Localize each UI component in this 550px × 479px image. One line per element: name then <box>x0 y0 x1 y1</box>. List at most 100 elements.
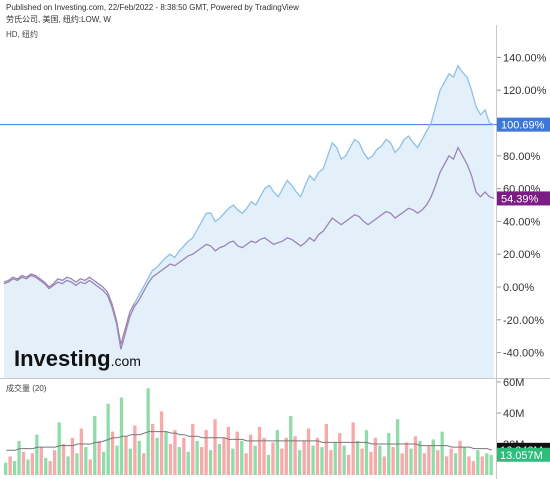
volume-bar <box>351 422 355 475</box>
volume-bar <box>253 445 257 475</box>
logo-main-text: Investing.com <box>14 346 141 371</box>
volume-tick-label: 60M <box>503 377 524 389</box>
volume-bar <box>35 434 39 475</box>
volume-bar <box>204 430 208 476</box>
volume-bar <box>182 437 186 475</box>
volume-bars-layer <box>4 388 493 476</box>
hd-last-tag-box <box>497 191 550 206</box>
volume-bar <box>440 431 444 475</box>
volume-bar <box>39 447 43 475</box>
volume-bar <box>57 422 61 475</box>
volume-bar <box>289 416 293 475</box>
volume-ma-layer <box>6 431 492 451</box>
volume-bar <box>471 461 475 476</box>
volume-bar <box>462 447 467 475</box>
volume-bar <box>396 419 400 475</box>
volume-bar <box>449 448 453 475</box>
volume-bar <box>333 442 337 475</box>
last-value-tags: 100.69% 54.39% <box>497 117 550 206</box>
volume-bar <box>458 440 462 475</box>
volume-bar <box>271 442 275 475</box>
volume-bar <box>159 411 164 475</box>
volume-bar <box>373 437 377 475</box>
volume-bar <box>168 444 173 475</box>
volume-bar <box>347 454 351 476</box>
volume-last-tag-box <box>497 447 550 462</box>
volume-bar <box>4 462 8 475</box>
price-tick-label: 40.00% <box>503 216 541 228</box>
volume-bar <box>200 447 204 475</box>
volume-bar <box>75 453 79 475</box>
volume-bar <box>48 461 52 476</box>
low-area-layer <box>4 65 494 378</box>
volume-bar <box>186 451 190 476</box>
volume-bar <box>249 434 253 475</box>
price-tick-label: 80.00% <box>503 151 541 163</box>
price-tick-label: 0.00% <box>503 282 534 294</box>
price-tick-label: 120.00% <box>503 85 547 97</box>
volume-bar <box>102 451 106 476</box>
volume-last-tags: 16.243M13.057M <box>497 442 550 462</box>
volume-bar <box>378 445 382 475</box>
volume-bar <box>226 426 230 475</box>
volume-bar <box>298 450 302 475</box>
volume-bar <box>360 448 364 475</box>
volume-axis-ticks: 60M40M20M <box>497 377 524 451</box>
volume-bar <box>293 436 297 476</box>
volume-bar <box>489 454 493 476</box>
volume-tick-label: 40M <box>503 408 524 420</box>
published-caption: Published on Investing.com, 22/Feb/2022 … <box>6 3 299 12</box>
volume-bar <box>84 447 88 475</box>
volume-bar <box>240 440 244 475</box>
price-axis-ticks: 140.00%120.00%100.00%80.00%60.00%40.00%2… <box>497 52 547 360</box>
low-last-tag-box <box>497 117 550 132</box>
volume-bar <box>8 456 12 475</box>
volume-bar <box>364 430 369 476</box>
volume-bar <box>44 457 48 475</box>
volume-bar <box>262 437 266 475</box>
volume-bar <box>431 439 435 475</box>
volume-bar <box>369 451 373 476</box>
volume-bar <box>222 437 226 475</box>
low-area-fill <box>4 65 494 378</box>
volume-bar <box>30 453 34 475</box>
volume-bar <box>231 448 235 475</box>
volume-bar <box>445 456 449 475</box>
volume-bar <box>418 440 422 475</box>
volume-bar <box>191 423 195 475</box>
volume-bar <box>422 453 426 475</box>
investing-logo: Investing.com <box>14 346 141 371</box>
volume-bar <box>88 459 92 475</box>
price-tick-label: -40.00% <box>503 348 544 360</box>
volume-bar <box>302 440 306 475</box>
volume-bar <box>173 430 177 476</box>
volume-bar <box>93 416 97 475</box>
volume-title: 成交量 (20) <box>6 384 47 393</box>
price-tick-label: 140.00% <box>503 52 547 64</box>
volume-bar <box>70 437 75 475</box>
price-tick-label: -20.00% <box>503 315 544 327</box>
volume-bar <box>257 426 262 475</box>
volume-bar <box>137 440 141 475</box>
volume-bar <box>391 447 395 475</box>
volume-bar <box>128 448 132 475</box>
volume-bar <box>244 453 248 475</box>
volume-bar <box>476 450 480 475</box>
volume-bar <box>97 440 101 475</box>
volume-bar <box>355 440 360 475</box>
overlap-segment-line <box>3 273 135 345</box>
price-tick-label: 20.00% <box>503 249 541 261</box>
volume-bar <box>404 442 409 475</box>
volume-bar <box>235 431 239 475</box>
volume-last-tag-label: 13.057M <box>500 450 543 462</box>
volume-bar <box>151 423 155 475</box>
volume-bar <box>311 445 315 475</box>
volume-bar <box>12 461 17 476</box>
volume-bar <box>284 437 288 475</box>
volume-bar <box>338 433 342 475</box>
volume-bar <box>387 433 391 475</box>
volume-bar <box>21 451 26 476</box>
series-lines-layer <box>3 64 495 350</box>
volume-bar <box>382 456 386 475</box>
